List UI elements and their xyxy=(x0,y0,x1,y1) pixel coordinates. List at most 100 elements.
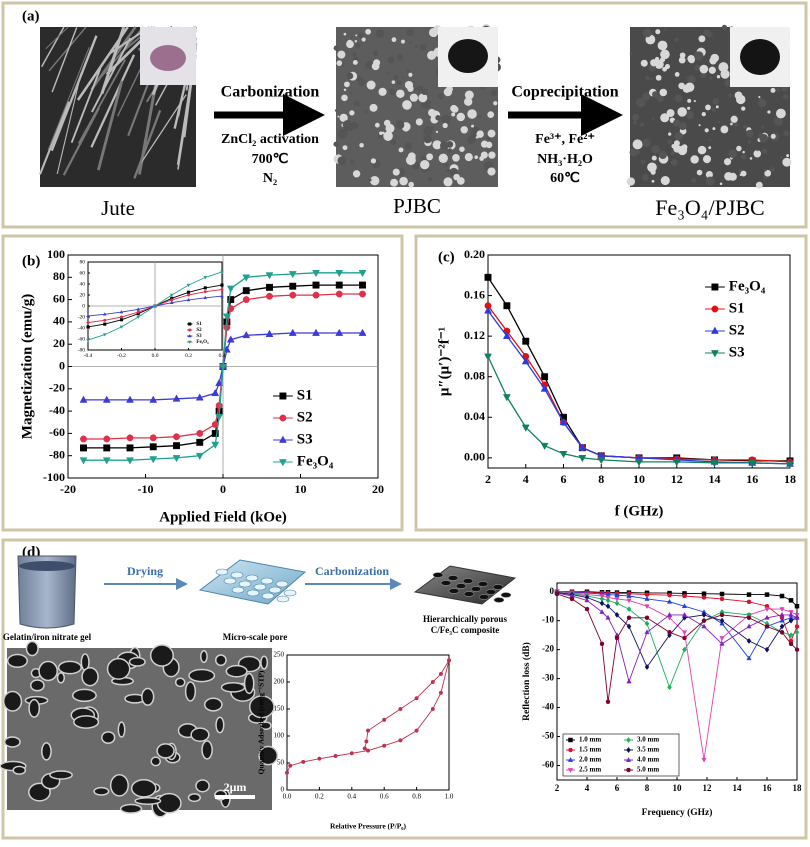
marker xyxy=(701,611,707,618)
marker xyxy=(521,424,530,432)
marker xyxy=(701,757,707,763)
marker xyxy=(681,603,688,609)
caption: C/Fe₃C composite xyxy=(431,625,499,635)
sample-label: Fe₃O₄/PJBC xyxy=(655,195,764,220)
pore xyxy=(500,592,512,598)
marker xyxy=(335,281,343,289)
marker xyxy=(333,753,338,759)
marker xyxy=(211,441,220,449)
sem-texture xyxy=(337,50,346,59)
sem-texture xyxy=(464,97,473,106)
legend-marker xyxy=(278,459,287,467)
marker xyxy=(362,746,367,751)
sem-texture xyxy=(660,113,670,123)
sem-texture xyxy=(658,150,667,160)
marker xyxy=(219,363,227,371)
sem-texture xyxy=(734,91,743,100)
sem-texture xyxy=(339,113,348,122)
marker xyxy=(644,615,650,621)
sem-texture xyxy=(405,155,416,166)
marker xyxy=(521,357,530,365)
sem-texture xyxy=(651,155,657,161)
sem-texture xyxy=(401,76,404,79)
marker xyxy=(288,328,297,336)
sem-texture xyxy=(477,114,482,119)
step-label: Coprecipitation xyxy=(511,84,618,101)
pore xyxy=(448,588,460,594)
marker xyxy=(626,593,632,598)
marker xyxy=(701,595,707,600)
marker xyxy=(358,270,367,278)
marker xyxy=(223,324,231,331)
y-tick-label: 0 xyxy=(82,303,85,309)
legend-label: 3.5 mm xyxy=(637,746,659,754)
marker xyxy=(119,315,124,319)
marker xyxy=(682,635,687,641)
marker xyxy=(196,438,204,446)
sem-texture xyxy=(487,167,496,176)
x-tick-label: -0.2 xyxy=(117,353,126,359)
marker xyxy=(126,395,134,403)
sem-texture xyxy=(749,157,753,160)
marker xyxy=(284,770,290,775)
sem-texture xyxy=(636,97,646,108)
legend-marker xyxy=(625,757,632,762)
sem-texture xyxy=(757,98,767,108)
sem-texture xyxy=(134,797,162,805)
sem-texture xyxy=(220,681,246,693)
sem-texture xyxy=(352,170,361,178)
x-tick-label: 2 xyxy=(485,472,491,486)
y-tick-label: -80 xyxy=(49,447,65,461)
sem-texture xyxy=(464,153,473,162)
sem-texture xyxy=(374,122,380,128)
sem-texture xyxy=(141,687,155,706)
sem-texture xyxy=(203,697,223,712)
sem-texture xyxy=(396,79,402,86)
pores xyxy=(215,568,512,603)
sem-texture xyxy=(759,133,769,143)
sem-texture xyxy=(647,162,657,173)
marker xyxy=(364,739,369,744)
sem-texture xyxy=(367,30,371,34)
sem-texture xyxy=(343,88,347,92)
sem-texture xyxy=(740,170,747,177)
marker xyxy=(203,276,208,280)
sem-texture xyxy=(361,37,366,42)
sem-texture xyxy=(728,172,737,181)
pore xyxy=(223,577,237,585)
marker xyxy=(288,271,297,279)
sem-texture xyxy=(471,124,474,128)
marker xyxy=(220,270,224,274)
marker xyxy=(569,596,575,602)
marker xyxy=(414,728,419,733)
sem-texture xyxy=(687,54,696,63)
x-tick-label: 8 xyxy=(598,472,604,486)
x-tick-label: 0 xyxy=(220,482,226,496)
sem-texture xyxy=(200,649,208,664)
sem-texture xyxy=(687,98,692,103)
sem-texture xyxy=(391,37,397,43)
step-label: Carbonization xyxy=(315,564,389,578)
legend-label: 2.0 mm xyxy=(579,756,601,764)
sem-texture xyxy=(39,101,70,175)
marker xyxy=(382,743,387,748)
marker xyxy=(211,388,220,397)
sem-texture xyxy=(355,43,361,49)
sem-texture xyxy=(770,167,775,172)
legend-label: S2 xyxy=(297,409,313,425)
sem-texture xyxy=(156,792,182,814)
y-tick-label: 0.08 xyxy=(464,368,485,382)
y-tick-label: 20 xyxy=(80,292,86,298)
sem-texture xyxy=(447,148,453,153)
y-tick-label: 0.20 xyxy=(464,247,485,261)
sem-texture xyxy=(435,115,441,121)
marker xyxy=(626,623,632,630)
y-tick-label: 50 xyxy=(277,759,285,767)
marker xyxy=(266,283,273,291)
marker xyxy=(186,283,191,288)
marker xyxy=(644,664,650,671)
sem-texture xyxy=(488,151,496,159)
marker xyxy=(786,461,794,469)
condition: ZnCl₂ activation xyxy=(221,132,319,147)
legend-frame xyxy=(562,733,680,777)
